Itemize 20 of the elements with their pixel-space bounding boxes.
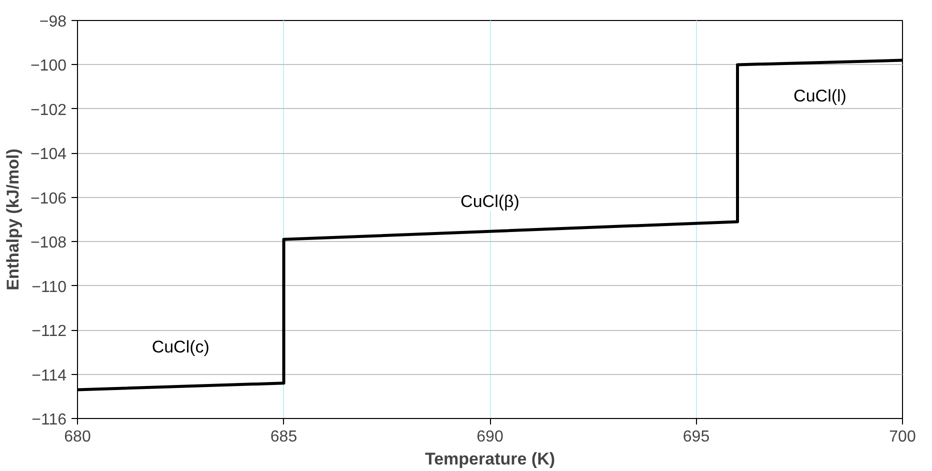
x-axis-title: Temperature (K) (424, 450, 556, 468)
x-tick-label: 700 (889, 428, 916, 446)
x-tick-label: 685 (270, 428, 298, 446)
y-tick-label: −116 (32, 412, 67, 428)
y-tick-label: −106 (30, 190, 67, 208)
y-tick-label: −110 (32, 278, 67, 296)
y-tick-label: −112 (32, 323, 67, 340)
y-tick-label: −100 (30, 58, 67, 75)
y-tick-label: −108 (30, 234, 67, 252)
y-tick-label: −104 (30, 146, 67, 164)
y-tick-label: −102 (30, 102, 67, 119)
annotation: CuCl(l) (794, 86, 846, 106)
annotation: CuCl(β) (460, 192, 520, 212)
y-tick-label: −98 (39, 14, 67, 30)
x-tick-label: 690 (476, 428, 504, 446)
x-tick-label: 680 (64, 428, 91, 446)
annotation: CuCl(c) (152, 337, 210, 356)
y-axis-title: Enthalpy (kJ/mol) (3, 148, 22, 290)
x-tick-label: 695 (682, 428, 710, 446)
y-tick-label: −114 (32, 367, 67, 384)
